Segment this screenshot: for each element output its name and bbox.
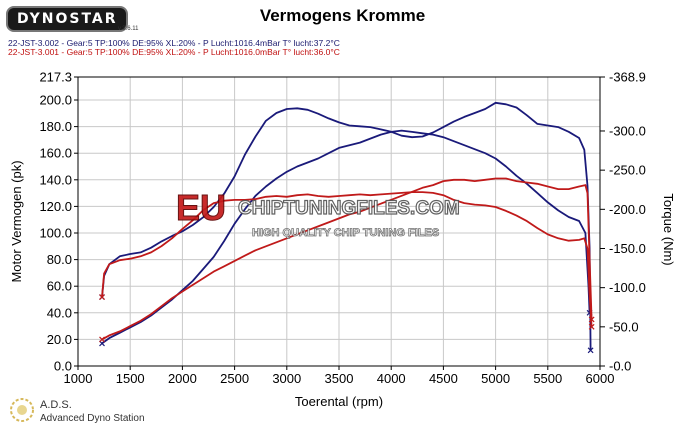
dynostar-logo: DYNOSTAR: [6, 6, 128, 32]
x-tick-label: 4500: [429, 371, 458, 386]
x-tick-label: 2000: [168, 371, 197, 386]
series-torque-3: [101, 191, 593, 327]
x-axis-label: Toerental (rpm): [295, 394, 383, 409]
y-tick-label: 217.3: [39, 70, 72, 85]
watermark-tagline: HIGH QUALITY CHIP TUNING FILES: [252, 227, 439, 239]
watermark-eu: EU: [176, 187, 226, 228]
ads-full-name: Advanced Dyno Station: [40, 413, 145, 424]
y2-tick-label: -150.0: [609, 241, 646, 256]
y-tick-label: 180.0: [39, 119, 72, 134]
series-end-marker: [588, 323, 595, 330]
x-tick-label: 1500: [116, 371, 145, 386]
y-tick-label: 0.0: [54, 359, 72, 374]
x-tick-label: 5500: [533, 371, 562, 386]
ads-name: A.D.S.: [40, 399, 72, 411]
series-layer: [99, 101, 595, 354]
watermark-logo: EU CHIPTUNINGFILES.COM HIGH QUALITY CHIP…: [176, 187, 461, 240]
ads-emblem: [8, 396, 36, 429]
y-axis-label: Motor Vermogen (pk): [9, 160, 24, 282]
y-tick-label: 100.0: [39, 226, 72, 241]
y2-tick-label: -200.0: [609, 202, 646, 217]
y2-tick-label: -368.9: [609, 70, 646, 85]
x-tick-label: 3500: [325, 371, 354, 386]
x-tick-label: 5000: [481, 371, 510, 386]
y2-axis-label: Torque (Nm): [661, 193, 676, 265]
y-tick-label: 140.0: [39, 172, 72, 187]
x-tick-label: 6000: [586, 371, 615, 386]
y2-tick-label: -50.0: [609, 319, 639, 334]
watermark-brand: CHIPTUNINGFILES.COM: [238, 198, 460, 219]
y-tick-label: 20.0: [47, 332, 72, 347]
series-end-marker: [99, 294, 105, 300]
chart-title: Vermogens Kromme: [259, 6, 426, 25]
series-end-marker: [587, 347, 594, 354]
x-tick-label: 3000: [272, 371, 301, 386]
series-end-marker: [99, 336, 105, 343]
x-tick-label: 2500: [220, 371, 249, 386]
logo-version: v.3.6.11: [118, 26, 139, 32]
y-tick-label: 80.0: [47, 252, 72, 267]
y-tick-label: 40.0: [47, 305, 72, 320]
axes-layer: 1000 1500 2000 2500 3000 3500 4000 4500 5000 5500…: [9, 70, 676, 410]
y2-tick-label: -300.0: [609, 123, 646, 138]
grid: [77, 77, 601, 367]
run-legend-2: 22-JST-3.001 - Gear:5 TP:100% DE:95% XL:…: [8, 47, 340, 57]
x-tick-label: 1000: [64, 371, 93, 386]
y-tick-label: 60.0: [47, 279, 72, 294]
y-tick-label: 200.0: [39, 93, 72, 108]
y-tick-label: 160.0: [39, 146, 72, 161]
y2-tick-label: -250.0: [609, 163, 646, 178]
run-legend-1: 22-JST-3.002 - Gear:5 TP:100% DE:95% XL:…: [8, 38, 340, 48]
y2-tick-label: -100.0: [609, 280, 646, 295]
y-tick-label: 120.0: [39, 199, 72, 214]
x-tick-label: 4000: [377, 371, 406, 386]
y2-tick-label: -0.0: [609, 359, 631, 374]
series-power-2: [101, 177, 593, 341]
